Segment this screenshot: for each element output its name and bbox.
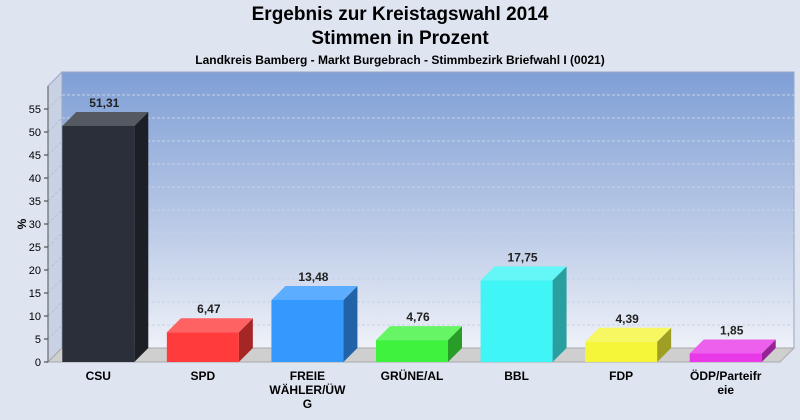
chart-title: Ergebnis zur Kreistagswahl 2014	[251, 4, 549, 25]
data-label: 6,47	[197, 302, 221, 316]
grid-line	[47, 117, 63, 133]
data-label: 1,85	[720, 323, 744, 337]
grid-line	[47, 278, 63, 294]
y-tick-label: 15	[29, 288, 41, 300]
bar-top	[376, 326, 462, 341]
grid-line	[47, 209, 63, 225]
y-tick-label: 35	[29, 196, 41, 208]
y-tick-label: 50	[29, 127, 41, 139]
bar-side	[134, 111, 149, 362]
bar-top	[271, 285, 358, 300]
bar-top	[62, 111, 149, 126]
bar-side	[343, 285, 358, 362]
grid-line	[47, 232, 63, 248]
x-tick-label: WÄHLER/ÜW	[269, 382, 346, 397]
y-tick-label: 20	[29, 265, 41, 277]
grid-line	[47, 301, 63, 317]
data-label: 13,48	[298, 270, 328, 284]
bar-top	[166, 318, 253, 333]
bar	[585, 341, 658, 362]
y-tick-label: 25	[29, 242, 41, 254]
bar-top	[689, 339, 776, 354]
bar-side	[448, 326, 462, 362]
y-tick-label: 10	[29, 311, 41, 323]
bar-side	[238, 318, 253, 362]
x-tick-label: GRÜNE/AL	[381, 368, 444, 383]
bar	[271, 299, 344, 362]
y-tick-label: 40	[29, 173, 41, 185]
x-tick-label: FREIE	[290, 369, 325, 383]
x-tick-label: eie	[717, 383, 734, 397]
x-tick-label: G	[303, 397, 312, 411]
y-tick-label: 5	[35, 334, 41, 346]
bar	[62, 125, 135, 362]
grid-line	[47, 140, 63, 156]
chart-caption: Landkreis Bamberg - Markt Burgebrach - S…	[195, 53, 605, 67]
y-tick-label: 45	[29, 150, 41, 162]
data-label: 51,31	[89, 96, 119, 110]
bar-side	[552, 266, 567, 362]
bar	[689, 353, 762, 362]
grid-line	[47, 163, 63, 179]
bar-top	[480, 266, 567, 281]
chart-subtitle: Stimmen in Prozent	[311, 28, 489, 49]
y-axis-label: %	[15, 218, 29, 229]
x-tick-label: FDP	[609, 369, 633, 383]
x-tick-label: SPD	[191, 369, 216, 383]
bar-side	[657, 327, 672, 362]
bar	[376, 340, 448, 362]
grid-line	[47, 324, 63, 340]
side-wall	[47, 70, 63, 364]
x-tick-label: CSU	[86, 369, 111, 383]
y-tick-label: 30	[29, 219, 41, 231]
x-tick-label: BBL	[504, 369, 529, 383]
bar-top	[585, 327, 672, 342]
grid-line	[47, 186, 63, 202]
grid-line	[47, 94, 63, 110]
y-tick-label: 55	[29, 104, 41, 116]
bar	[480, 280, 553, 362]
bar	[166, 332, 239, 362]
bar-side	[761, 339, 776, 362]
data-label: 4,39	[615, 312, 639, 326]
grid-line	[47, 255, 63, 271]
y-tick-label: 0	[35, 357, 41, 369]
data-label: 17,75	[508, 250, 538, 264]
data-label: 4,76	[406, 310, 430, 324]
x-tick-label: ÖDP/Parteifr	[690, 368, 762, 383]
